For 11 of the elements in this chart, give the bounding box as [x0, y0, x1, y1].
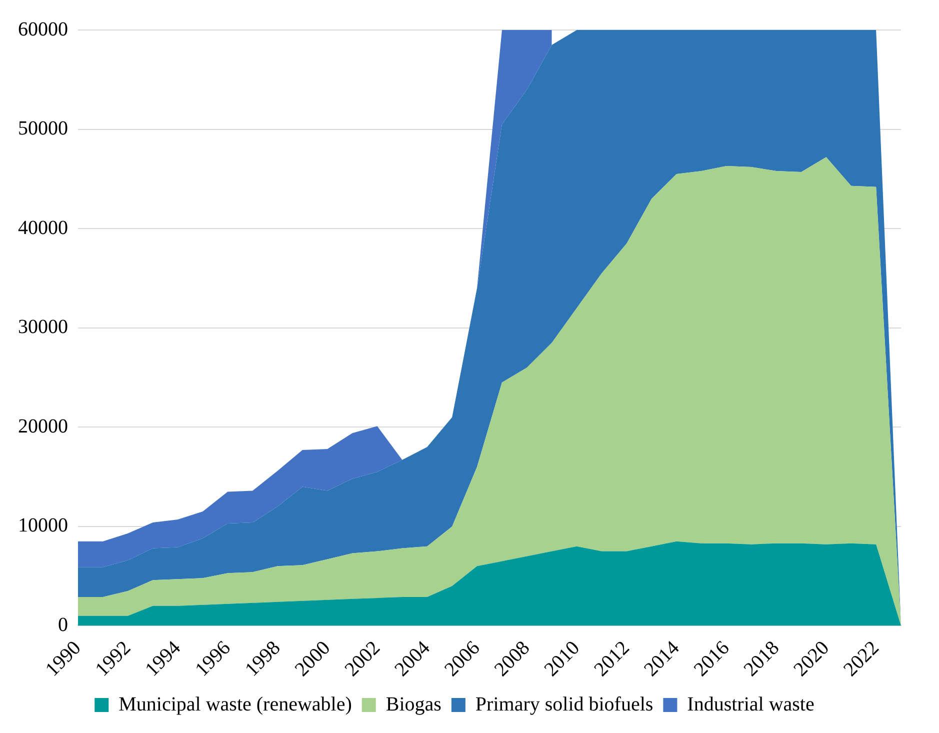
y-tick-label: 10000: [18, 514, 68, 537]
y-tick-label: 20000: [18, 415, 68, 438]
legend-label: Primary solid biofuels: [475, 693, 654, 716]
y-tick-label: 50000: [18, 118, 68, 140]
legend-label: Biogas: [386, 693, 442, 716]
legend-label: Industrial waste: [687, 693, 814, 716]
y-tick-label: 30000: [18, 316, 68, 338]
y-tick-label: 40000: [18, 216, 68, 239]
legend-label: Municipal waste (renewable): [118, 693, 352, 716]
y-tick-label: 60000: [18, 18, 68, 40]
y-tick-label: 0: [58, 614, 68, 636]
